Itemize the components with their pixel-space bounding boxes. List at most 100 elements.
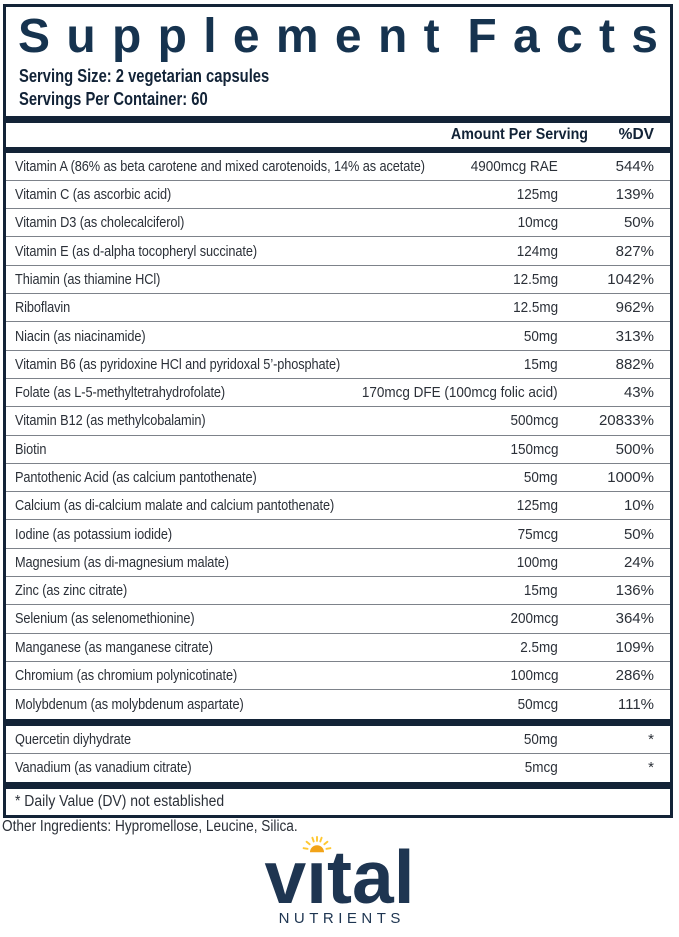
amount-value: 125mg bbox=[516, 186, 559, 204]
amount-value: 50mcg bbox=[517, 695, 559, 713]
ingredient-name: Vitamin A (86% as beta carotene and mixe… bbox=[15, 157, 425, 175]
ingredient-name: Vitamin B6 (as pyridoxine HCl and pyrido… bbox=[15, 355, 341, 373]
dv-value: 1000% bbox=[607, 469, 654, 486]
dv-value: 20833% bbox=[598, 412, 654, 430]
dv-value: * bbox=[648, 730, 654, 748]
amount-value: 100mg bbox=[516, 553, 559, 571]
title-word-facts: Facts bbox=[467, 10, 675, 63]
dv-value: 109% bbox=[615, 638, 654, 656]
footnote-row: * Daily Value (DV) not established bbox=[6, 789, 670, 815]
dv-value: 24% bbox=[623, 553, 654, 571]
ingredient-name: Manganese (as manganese citrate) bbox=[15, 638, 213, 656]
ingredient-name: Vitamin E (as d-alpha tocopheryl succina… bbox=[15, 242, 258, 260]
amount-value: 124mg bbox=[516, 242, 559, 260]
dv-value: 544% bbox=[615, 157, 654, 175]
amount-value: 5mcg bbox=[525, 759, 559, 777]
logo-letters-tal: tal bbox=[327, 835, 415, 919]
table-row: Quercetin diyhydrate 50mg * bbox=[6, 726, 670, 754]
amount-value: 12.5mg bbox=[513, 299, 559, 317]
ingredient-name: Thiamin (as thiamine HCl) bbox=[15, 270, 161, 288]
dv-value: 136% bbox=[615, 582, 654, 600]
table-row: Niacin (as niacinamide) 50mg 313% bbox=[6, 322, 670, 351]
logo-letter-i-glyph: ı bbox=[306, 835, 328, 919]
amount-value: 100mcg bbox=[510, 667, 559, 685]
footnote-text: * Daily Value (DV) not established bbox=[15, 793, 225, 811]
serving-size-line: Serving Size: 2 vegetarian capsules bbox=[19, 65, 270, 86]
dv-value: 313% bbox=[615, 327, 654, 345]
amount-value: 75mcg bbox=[517, 525, 559, 543]
amount-value: 50mg bbox=[524, 730, 559, 748]
facts-extra-rows: Quercetin diyhydrate 50mg * Vanadium (as va… bbox=[6, 726, 670, 783]
amount-value: 50mg bbox=[524, 469, 559, 486]
ingredient-name: Calcium (as di-calcium malate and calciu… bbox=[15, 497, 335, 515]
logo-letter-i: ı bbox=[302, 835, 331, 915]
amount-value: 170mcg DFE (100mcg folic acid) bbox=[362, 384, 559, 402]
ingredient-name: Selenium (as selenomethionine) bbox=[15, 610, 195, 628]
amount-value: 2.5mg bbox=[520, 638, 559, 656]
amount-value: 150mcg bbox=[510, 440, 559, 458]
dv-value: 139% bbox=[615, 186, 654, 204]
ingredient-name: Zinc (as zinc citrate) bbox=[15, 582, 128, 600]
table-row: Molybdenum (as molybdenum aspartate) 50mc… bbox=[6, 690, 670, 718]
amount-value: 200mcg bbox=[510, 610, 559, 628]
supplement-facts-panel: Supplement Facts Serving Size: 2 vegetar… bbox=[3, 4, 675, 819]
table-row: Pantothenic Acid (as calcium pantothenat… bbox=[6, 464, 670, 493]
amount-value: 500mcg bbox=[510, 412, 559, 430]
ingredient-name: Iodine (as potassium iodide) bbox=[15, 525, 173, 543]
amount-value: 15mg bbox=[524, 355, 559, 373]
column-header-amount: Amount Per Serving bbox=[450, 125, 588, 143]
table-row: Vitamin D3 (as cholecalciferol) 10mcg 50% bbox=[6, 209, 670, 238]
column-header-row: Amount Per Serving %DV bbox=[6, 123, 670, 147]
dv-value: 1042% bbox=[607, 270, 654, 288]
amount-value: 4900mcg RAE bbox=[471, 157, 559, 175]
dv-value: 286% bbox=[615, 667, 654, 685]
table-row: Biotin 150mcg 500% bbox=[6, 436, 670, 464]
table-row: Vitamin E (as d-alpha tocopheryl succina… bbox=[6, 237, 670, 266]
table-row: Zinc (as zinc citrate) 15mg 136% bbox=[6, 577, 670, 606]
amount-value: 50mg bbox=[524, 327, 559, 345]
table-row: Magnesium (as di-magnesium malate) 100mg 2… bbox=[6, 549, 670, 578]
table-row: Chromium (as chromium polynicotinate) 100… bbox=[6, 662, 670, 691]
divider-bar-header bbox=[6, 146, 670, 153]
logo-subtext: NUTRIENTS bbox=[278, 910, 405, 927]
serving-info: Serving Size: 2 vegetarian capsules Serv… bbox=[6, 60, 670, 111]
table-row: Vitamin B6 (as pyridoxine HCl and pyrido… bbox=[6, 351, 670, 379]
divider-bar-top bbox=[6, 115, 670, 123]
table-row: Vanadium (as vanadium citrate) 5mcg * bbox=[6, 754, 670, 782]
ingredient-name: Molybdenum (as molybdenum aspartate) bbox=[15, 695, 244, 713]
ingredient-name: Riboflavin bbox=[15, 299, 71, 317]
dv-value: 50% bbox=[623, 214, 654, 232]
dv-value: 43% bbox=[623, 384, 654, 402]
title-word-supplement: Supplement bbox=[18, 10, 456, 63]
ingredient-name: Vitamin D3 (as cholecalciferol) bbox=[15, 214, 185, 232]
ingredient-name: Niacin (as niacinamide) bbox=[15, 327, 146, 345]
ingredient-name: Magnesium (as di-magnesium malate) bbox=[15, 553, 229, 571]
ingredient-name: Vitamin C (as ascorbic acid) bbox=[15, 186, 172, 204]
table-row: Thiamin (as thiamine HCl) 12.5mg 1042% bbox=[6, 266, 670, 295]
dv-value: 50% bbox=[623, 525, 654, 543]
dv-value: 962% bbox=[615, 299, 654, 317]
facts-main-rows: Vitamin A (86% as beta carotene and mixe… bbox=[6, 153, 670, 719]
ingredient-name: Pantothenic Acid (as calcium pantothenat… bbox=[15, 469, 257, 486]
column-header-dv: %DV bbox=[618, 125, 654, 143]
dv-value: 10% bbox=[623, 497, 654, 515]
servings-per-container-line: Servings Per Container: 60 bbox=[19, 88, 208, 109]
logo-word: v ı tal bbox=[264, 835, 415, 919]
amount-value: 15mg bbox=[524, 582, 559, 600]
other-ingredients-text: Other Ingredients: Hypromellose, Leucine… bbox=[2, 818, 298, 835]
ingredient-name: Quercetin diyhydrate bbox=[15, 730, 131, 748]
ingredient-name: Vitamin B12 (as methylcobalamin) bbox=[15, 412, 206, 430]
logo-letter-v: v bbox=[264, 835, 307, 919]
table-row: Manganese (as manganese citrate) 2.5mg 109… bbox=[6, 634, 670, 662]
amount-value: 125mg bbox=[516, 497, 559, 515]
table-row: Iodine (as potassium iodide) 75mcg 50% bbox=[6, 520, 670, 549]
dv-value: 500% bbox=[615, 440, 654, 458]
ingredient-name: Biotin bbox=[15, 440, 47, 458]
table-row: Riboflavin 12.5mg 962% bbox=[6, 294, 670, 323]
amount-value: 12.5mg bbox=[513, 270, 559, 288]
table-row: Vitamin C (as ascorbic acid) 125mg 139% bbox=[6, 181, 670, 210]
brand-logo: v ı tal NUTRIENTS bbox=[0, 835, 679, 927]
table-row: Vitamin A (86% as beta carotene and mixe… bbox=[6, 153, 670, 181]
ingredient-name: Chromium (as chromium polynicotinate) bbox=[15, 667, 238, 685]
divider-bar-bottom bbox=[6, 782, 670, 790]
